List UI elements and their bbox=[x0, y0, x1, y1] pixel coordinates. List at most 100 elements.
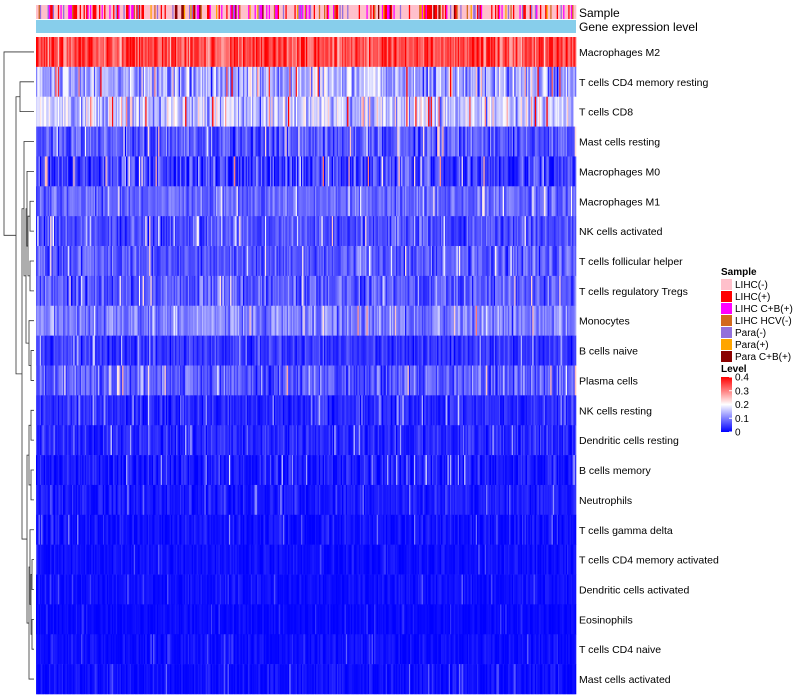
heatmap-cell bbox=[221, 37, 223, 68]
heatmap-cell bbox=[176, 186, 178, 217]
heatmap-cell bbox=[393, 186, 396, 217]
sample-annotation-cell bbox=[451, 5, 453, 19]
heatmap-cell bbox=[246, 126, 249, 157]
heatmap-cell bbox=[50, 37, 52, 68]
heatmap-cell bbox=[336, 186, 339, 217]
heatmap-cell bbox=[84, 66, 87, 98]
heatmap-cell bbox=[93, 186, 96, 217]
sample-annotation-cell bbox=[491, 5, 493, 19]
heatmap-cell bbox=[56, 305, 59, 336]
heatmap-cell bbox=[452, 156, 455, 187]
heatmap-cell bbox=[132, 216, 135, 247]
heatmap-cell bbox=[423, 156, 425, 187]
heatmap-cell bbox=[178, 246, 181, 277]
heatmap-cell bbox=[572, 156, 574, 187]
heatmap-cell bbox=[369, 186, 371, 217]
heatmap-cell bbox=[181, 66, 183, 98]
heatmap-cell bbox=[252, 96, 254, 127]
sample-annotation-cell bbox=[237, 5, 240, 19]
heatmap-cell bbox=[322, 335, 325, 366]
heatmap-cell bbox=[154, 66, 156, 98]
sample-annotation-cell bbox=[209, 5, 212, 19]
heatmap-cell bbox=[533, 246, 536, 277]
heatmap-cell bbox=[226, 156, 228, 187]
heatmap-cell bbox=[370, 305, 372, 336]
heatmap-cell bbox=[99, 186, 101, 217]
sample-annotation-cell bbox=[371, 5, 374, 19]
heatmap-cell bbox=[385, 126, 388, 157]
heatmap-cell bbox=[81, 66, 83, 98]
heatmap-cell bbox=[421, 37, 424, 68]
heatmap-cell bbox=[268, 186, 271, 217]
heatmap-cell bbox=[75, 126, 78, 157]
heatmap-cell bbox=[419, 37, 421, 68]
heatmap-cell bbox=[276, 335, 279, 366]
sample-annotation-cell bbox=[55, 5, 57, 19]
heatmap-cell bbox=[326, 216, 329, 247]
heatmap-cell bbox=[37, 156, 39, 187]
heatmap-cell bbox=[459, 246, 461, 277]
heatmap-cell bbox=[54, 96, 56, 127]
heatmap-cell bbox=[335, 126, 338, 157]
heatmap-cell bbox=[277, 216, 280, 247]
heatmap-cell bbox=[348, 66, 351, 98]
heatmap-cell bbox=[410, 305, 412, 336]
heatmap-cell bbox=[221, 305, 223, 336]
heatmap-cell bbox=[178, 275, 181, 307]
heatmap-cell bbox=[271, 305, 273, 336]
heatmap-cell bbox=[37, 335, 39, 366]
heatmap-cell bbox=[333, 246, 335, 277]
sample-annotation-cell bbox=[322, 5, 325, 19]
heatmap-cell bbox=[189, 126, 191, 157]
heatmap-cell bbox=[415, 96, 417, 127]
heatmap-cell bbox=[358, 126, 361, 157]
heatmap-cell bbox=[543, 96, 546, 127]
heatmap-cell bbox=[204, 246, 207, 277]
heatmap-cell bbox=[453, 216, 456, 247]
heatmap-cell bbox=[236, 96, 239, 127]
heatmap-cell bbox=[276, 246, 279, 277]
heatmap-cell bbox=[225, 96, 227, 127]
heatmap-cell bbox=[532, 66, 534, 98]
heatmap-cell bbox=[97, 246, 100, 277]
sample-annotation-cell bbox=[99, 5, 101, 19]
heatmap-cell bbox=[358, 275, 361, 307]
heatmap-cell bbox=[441, 305, 443, 336]
dendrogram-branch bbox=[23, 141, 34, 277]
heatmap-cell bbox=[516, 66, 519, 98]
sample-annotation-cell bbox=[187, 5, 190, 19]
heatmap-cell bbox=[234, 66, 236, 98]
heatmap-cell bbox=[560, 156, 563, 187]
heatmap-cell bbox=[333, 96, 335, 127]
heatmap-cell bbox=[527, 305, 529, 336]
heatmap-cell bbox=[50, 156, 52, 187]
heatmap-cell bbox=[54, 216, 56, 247]
heatmap-cell bbox=[399, 216, 402, 247]
heatmap-cell bbox=[525, 305, 528, 336]
heatmap-cell bbox=[218, 66, 221, 98]
heatmap-cell bbox=[60, 186, 63, 217]
heatmap-cell bbox=[281, 186, 284, 217]
heatmap-cell bbox=[172, 156, 174, 187]
heatmap-cell bbox=[204, 335, 207, 366]
sample-annotation-cell bbox=[255, 5, 258, 19]
heatmap-cell bbox=[253, 305, 255, 336]
heatmap-cell bbox=[322, 96, 325, 127]
heatmap-cell bbox=[289, 335, 291, 366]
heatmap-cell bbox=[304, 246, 307, 277]
heatmap-cell bbox=[198, 216, 200, 247]
heatmap-cell bbox=[126, 216, 128, 247]
heatmap-cell bbox=[342, 216, 344, 247]
heatmap-cell bbox=[272, 156, 275, 187]
heatmap-cell bbox=[263, 186, 266, 217]
heatmap-cell bbox=[507, 37, 510, 68]
heatmap-cell bbox=[201, 126, 204, 157]
heatmap-cell bbox=[460, 305, 462, 336]
heatmap-cell bbox=[513, 186, 515, 217]
heatmap-cell bbox=[109, 186, 111, 217]
heatmap-cell bbox=[299, 246, 302, 277]
heatmap-cell bbox=[176, 37, 178, 68]
heatmap-cell bbox=[380, 275, 383, 307]
heatmap-cell bbox=[309, 126, 312, 157]
heatmap-cell bbox=[131, 96, 133, 127]
